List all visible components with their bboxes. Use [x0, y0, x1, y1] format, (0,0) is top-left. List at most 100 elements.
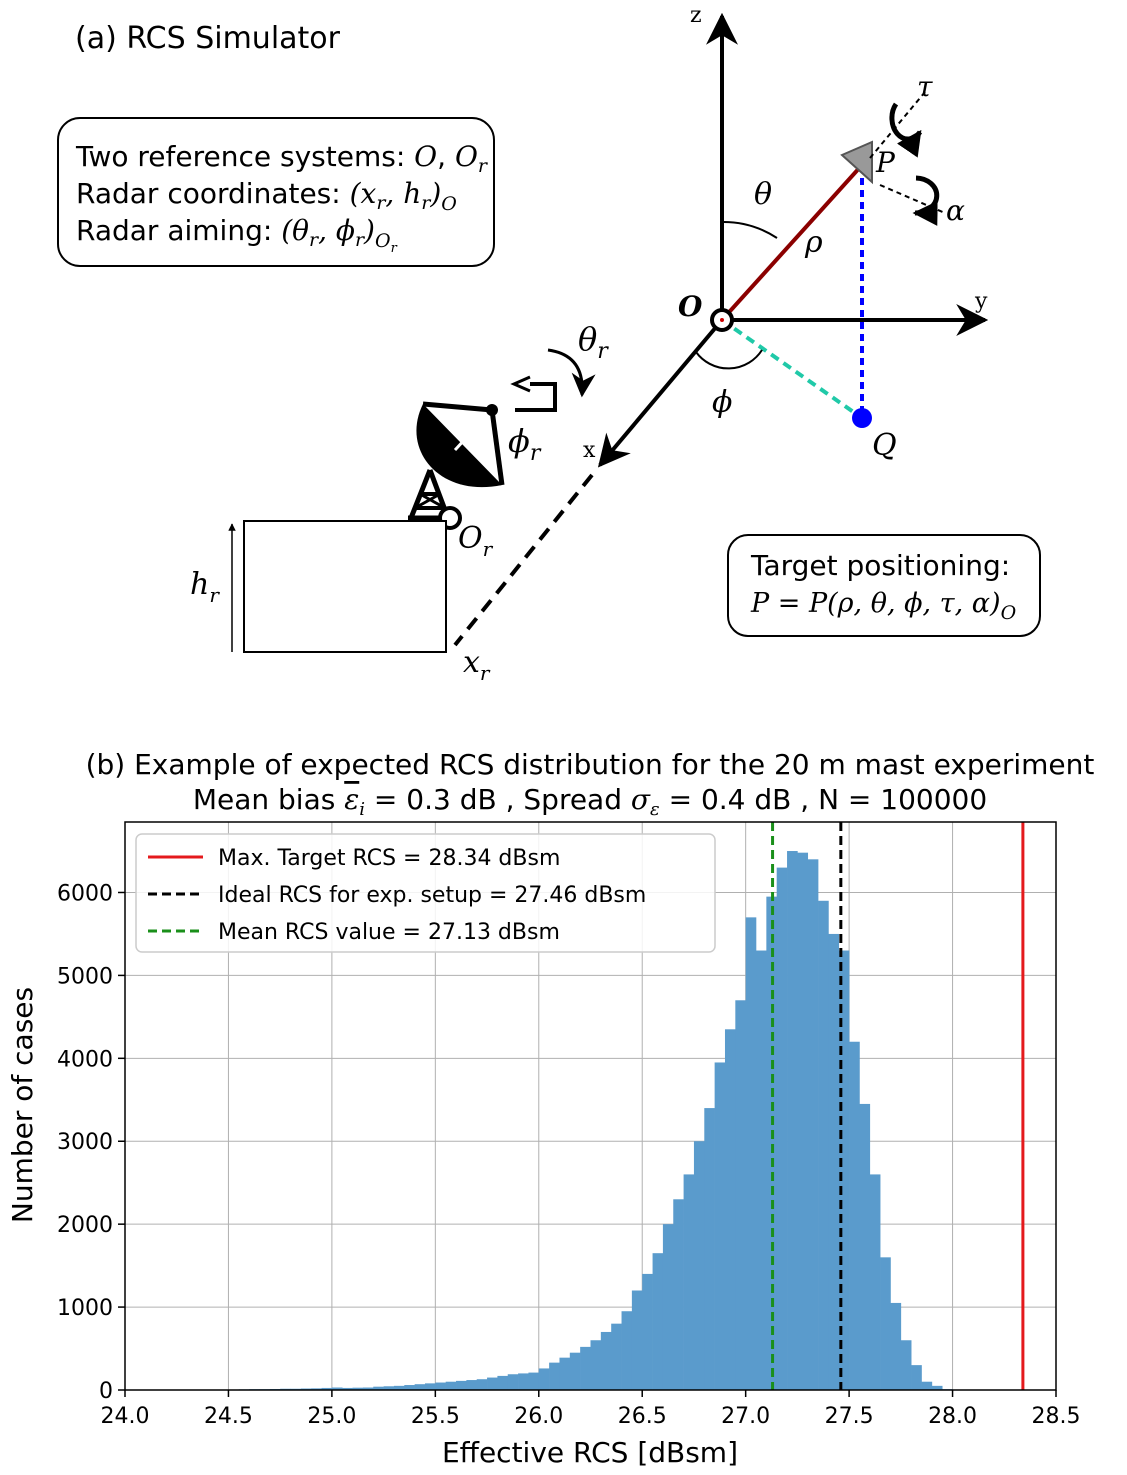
histogram-bar: [487, 1377, 498, 1390]
y-tick-label: 0: [99, 1379, 113, 1404]
theta-label: θ: [754, 177, 772, 212]
x-ticks: 24.0 24.5 25.0 25.5 26.0 26.5 27.0 27.5 28.0 28.5: [101, 1390, 1081, 1429]
histogram-bar: [476, 1379, 488, 1390]
histogram-bar: [818, 900, 829, 1390]
phi-arc: [695, 349, 763, 370]
histogram-bar: [683, 1174, 695, 1390]
histogram-bar: [735, 1000, 746, 1390]
histogram-bar: [611, 1323, 622, 1390]
histogram-bar: [393, 1385, 405, 1390]
chart-title-line-2: Mean bias εi = 0.3 dB , Spread σε = 0.4 …: [193, 783, 987, 820]
info-box: Two reference systems: O, Or Radar coord…: [57, 117, 495, 267]
rho-line: [720, 163, 864, 322]
histogram-bar: [724, 1029, 736, 1390]
histogram-bar: [766, 896, 777, 1390]
legend-label: Ideal RCS for exp. setup = 27.46 dBsm: [218, 883, 646, 908]
histogram-bar: [507, 1374, 519, 1390]
histogram-bar: [693, 1141, 705, 1390]
histogram-bar: [859, 1103, 871, 1390]
histogram-bar: [466, 1380, 478, 1390]
histogram-bar: [569, 1352, 581, 1390]
histogram-bar: [580, 1346, 591, 1390]
y-axis-label: y: [974, 289, 988, 314]
q-projection-line: [720, 318, 864, 420]
histogram-bar: [631, 1290, 643, 1390]
origin-dot: [720, 318, 724, 322]
x-axis-extension: [453, 473, 594, 647]
histogram-bar: [528, 1372, 540, 1390]
tau-rotation-icon: [889, 102, 923, 158]
histogram-bar: [787, 851, 798, 1390]
x-axis-title: Effective RCS [dBsm]: [442, 1436, 738, 1469]
info-line-2: Radar coordinates: (xr, hr)O: [76, 177, 457, 215]
histogram-bar: [383, 1386, 395, 1390]
histogram-bar: [352, 1387, 364, 1390]
x-tick-label: 25.5: [411, 1404, 460, 1429]
histogram-bar: [931, 1385, 943, 1390]
x-axis: [597, 318, 724, 468]
plot-frame: [124, 821, 1057, 1391]
legend-frame: [135, 833, 716, 953]
x-r-label: xr: [463, 645, 491, 685]
x-tick-label: 27.0: [721, 1404, 770, 1429]
panel-a-title: (a) RCS Simulator: [75, 21, 341, 56]
histogram-bar: [362, 1387, 374, 1390]
histogram-bar: [600, 1331, 612, 1390]
chart-legend: Max. Target RCS = 28.34 dBsm Ideal RCS fo…: [135, 833, 716, 953]
panel-a: (a) RCS Simulator Two reference systems:…: [57, 3, 1041, 685]
q-label: Q: [872, 428, 897, 463]
radar-origin-label: Or: [458, 521, 494, 561]
histogram-bar: [900, 1340, 912, 1390]
target-marker-icon: [840, 140, 873, 185]
x-tick-label: 26.0: [514, 1404, 563, 1429]
histogram-bar: [456, 1380, 467, 1390]
phi-r-rotation-icon: [515, 382, 557, 412]
target-box-frame: [727, 534, 1041, 637]
legend-label: Max. Target RCS = 28.34 dBsm: [218, 846, 560, 871]
histogram-bar: [321, 1387, 333, 1390]
histogram-bar: [497, 1375, 509, 1390]
x-tick-label: 26.5: [618, 1404, 667, 1429]
x-tick-label: 25.0: [307, 1404, 356, 1429]
histogram-bar: [807, 859, 819, 1390]
histogram-bar: [549, 1362, 560, 1390]
info-box-frame: [57, 117, 495, 267]
theta-r-rotation-icon: [547, 348, 596, 398]
theta-r-label: θr: [578, 320, 609, 364]
h-r-label: hr: [190, 567, 220, 607]
q-point: [852, 408, 872, 428]
target-line-1: Target positioning:: [750, 549, 1010, 582]
p-label: P: [875, 146, 896, 179]
tau-label: τ: [917, 70, 933, 103]
y-axis-title: Number of cases: [6, 987, 39, 1223]
panel-b: (b) Example of expected RCS distribution…: [6, 748, 1094, 1469]
y-tick-label: 1000: [57, 1296, 113, 1321]
histogram-bar: [797, 852, 809, 1390]
origin-label: O: [678, 290, 703, 323]
alpha-rotation-icon: [912, 175, 940, 226]
x-axis-label: x: [583, 438, 596, 463]
x-tick-label: 24.5: [204, 1404, 253, 1429]
histogram-bar: [642, 1273, 653, 1390]
histogram-bar: [414, 1384, 426, 1390]
x-tick-label: 28.0: [928, 1404, 977, 1429]
info-line-3: Radar aiming: (θr, ϕr)Or: [76, 214, 398, 256]
x-tick-label: 28.5: [1032, 1404, 1081, 1429]
histogram-bar: [828, 933, 840, 1390]
phi-label: ϕ: [712, 385, 732, 420]
histogram-bar: [704, 1108, 715, 1390]
alpha-label: α: [946, 194, 965, 227]
histogram-bar: [652, 1253, 664, 1390]
histogram-bars: [218, 851, 953, 1390]
histogram-bar: [662, 1224, 674, 1390]
histogram-bar: [435, 1382, 446, 1390]
y-tick-label: 2000: [57, 1213, 113, 1238]
x-tick-label: 27.5: [825, 1404, 874, 1429]
legend-label: Mean RCS value = 27.13 dBsm: [218, 920, 560, 945]
histogram-bar: [714, 1062, 726, 1390]
x-tick-label: 24.0: [101, 1404, 150, 1429]
histogram-bar: [745, 917, 757, 1390]
histogram-bar: [590, 1340, 602, 1390]
histogram-bar: [373, 1386, 384, 1390]
